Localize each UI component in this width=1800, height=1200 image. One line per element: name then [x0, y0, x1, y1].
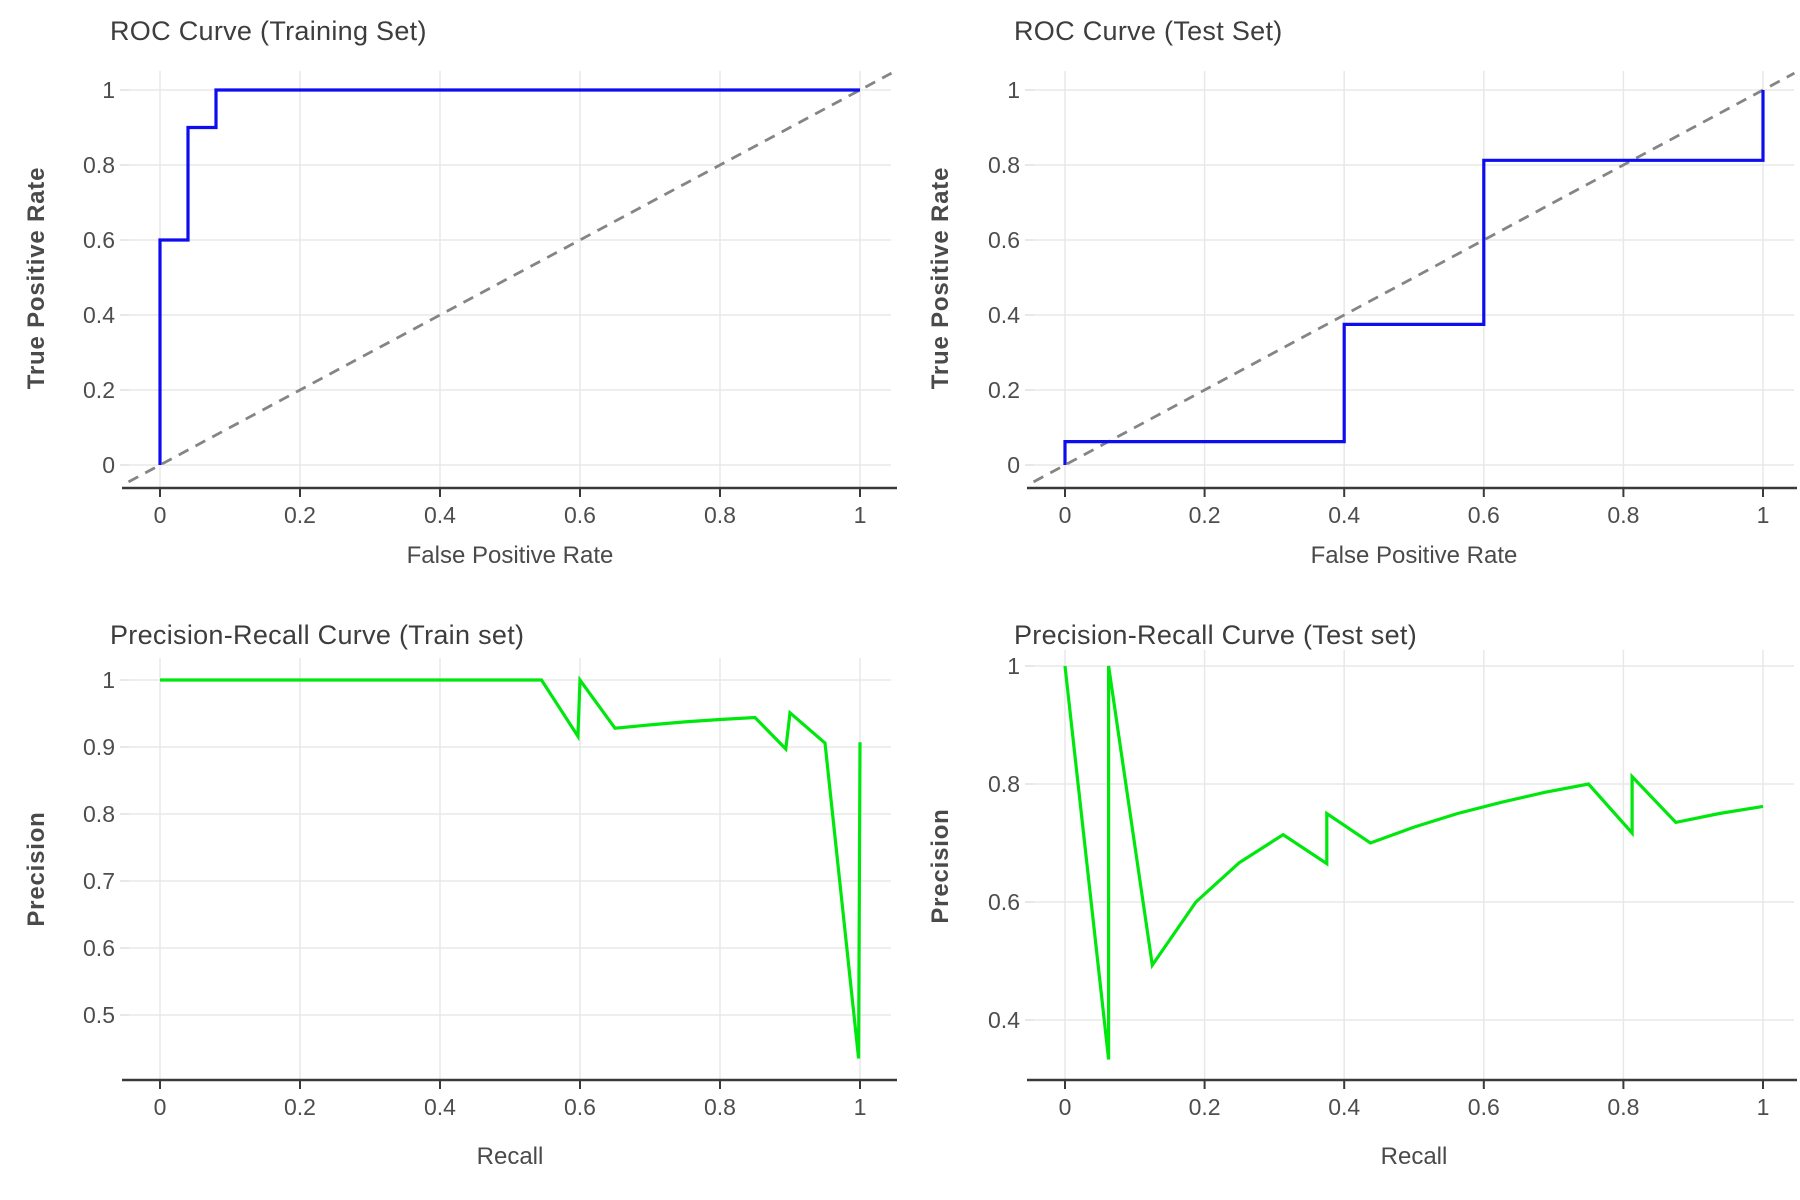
- svg-text:0.6: 0.6: [83, 935, 115, 961]
- svg-text:0: 0: [154, 1094, 167, 1120]
- svg-text:0.4: 0.4: [988, 302, 1020, 328]
- y-axis-title-pr-test: Precision: [927, 808, 954, 924]
- svg-text:0: 0: [154, 502, 167, 528]
- svg-text:0.8: 0.8: [988, 771, 1020, 797]
- svg-text:0.2: 0.2: [284, 1094, 316, 1120]
- svg-text:0.6: 0.6: [564, 1094, 596, 1120]
- svg-text:0.6: 0.6: [564, 502, 596, 528]
- x-axis-title-roc-train: False Positive Rate: [406, 542, 614, 569]
- svg-text:0.8: 0.8: [704, 502, 736, 528]
- svg-text:0.4: 0.4: [424, 502, 456, 528]
- roc_test-panel: 0 0.2 0.4 0.6 0.8 1 0 0.2 0.4 0.6 0.8 1: [988, 71, 1797, 528]
- pr_test-curve: [1063, 665, 1764, 1060]
- svg-text:0: 0: [102, 452, 115, 478]
- svg-text:0.7: 0.7: [83, 868, 115, 894]
- y-axis-title-roc-test: True Positive Rate: [927, 166, 954, 390]
- svg-text:0.4: 0.4: [424, 1094, 456, 1120]
- svg-text:0.9: 0.9: [83, 734, 115, 760]
- svg-text:1: 1: [1757, 502, 1770, 528]
- x-axis-title-pr-train: Recall: [476, 1143, 544, 1170]
- svg-text:0.6: 0.6: [83, 227, 115, 253]
- svg-text:0.8: 0.8: [83, 152, 115, 178]
- svg-text:0.2: 0.2: [83, 377, 115, 403]
- svg-text:0.8: 0.8: [988, 152, 1020, 178]
- svg-text:1: 1: [1757, 1094, 1770, 1120]
- svg-text:1: 1: [102, 667, 115, 693]
- svg-text:0.8: 0.8: [83, 801, 115, 827]
- pr_train-curve: [160, 675, 862, 1059]
- pr_test-panel: 0 0.2 0.4 0.6 0.8 1 0.4 0.6 0.8 1: [988, 650, 1797, 1120]
- roc_train-curve: [158, 88, 860, 465]
- svg-text:0.2: 0.2: [284, 502, 316, 528]
- y-axis-title-roc-train: True Positive Rate: [23, 166, 50, 390]
- svg-text:0.4: 0.4: [1328, 1094, 1360, 1120]
- svg-text:1: 1: [102, 77, 115, 103]
- svg-text:0: 0: [1059, 1094, 1072, 1120]
- roc_test-curve: [1063, 90, 1765, 465]
- svg-text:0.5: 0.5: [83, 1002, 115, 1028]
- svg-text:0.2: 0.2: [988, 377, 1020, 403]
- svg-text:0.6: 0.6: [988, 227, 1020, 253]
- svg-text:1: 1: [1007, 77, 1020, 103]
- svg-text:1: 1: [854, 502, 867, 528]
- y-axis-title-pr-train: Precision: [23, 811, 50, 927]
- svg-text:0.2: 0.2: [1189, 502, 1221, 528]
- panel-title-roc-train: ROC Curve (Training Set): [110, 16, 427, 46]
- panel-title-roc-test: ROC Curve (Test Set): [1014, 16, 1283, 46]
- svg-text:0.8: 0.8: [704, 1094, 736, 1120]
- svg-text:0.8: 0.8: [1607, 502, 1639, 528]
- panel-title-pr-test: Precision-Recall Curve (Test set): [1014, 620, 1418, 650]
- x-axis-title-roc-test: False Positive Rate: [1310, 542, 1518, 569]
- pr_train-panel: 0 0.2 0.4 0.6 0.8 1 0.5 0.6 0.7 0.8 0.9 1: [83, 658, 897, 1120]
- svg-text:0.4: 0.4: [1328, 502, 1360, 528]
- svg-text:0.2: 0.2: [1189, 1094, 1221, 1120]
- svg-text:0.6: 0.6: [1468, 502, 1500, 528]
- svg-text:0: 0: [1059, 502, 1072, 528]
- x-axis-title-pr-test: Recall: [1380, 1143, 1448, 1170]
- svg-text:0.8: 0.8: [1607, 1094, 1639, 1120]
- svg-text:1: 1: [1007, 653, 1020, 679]
- svg-text:1: 1: [854, 1094, 867, 1120]
- panel-title-pr-train: Precision-Recall Curve (Train set): [110, 620, 525, 650]
- svg-text:0.4: 0.4: [988, 1007, 1020, 1033]
- svg-text:0.4: 0.4: [83, 302, 115, 328]
- svg-text:0: 0: [1007, 452, 1020, 478]
- svg-text:0.6: 0.6: [1468, 1094, 1500, 1120]
- roc_train-panel: 0 0.2 0.4 0.6 0.8 1 0 0.2 0.4 0.6 0.8 1: [83, 71, 897, 528]
- svg-text:0.6: 0.6: [988, 889, 1020, 915]
